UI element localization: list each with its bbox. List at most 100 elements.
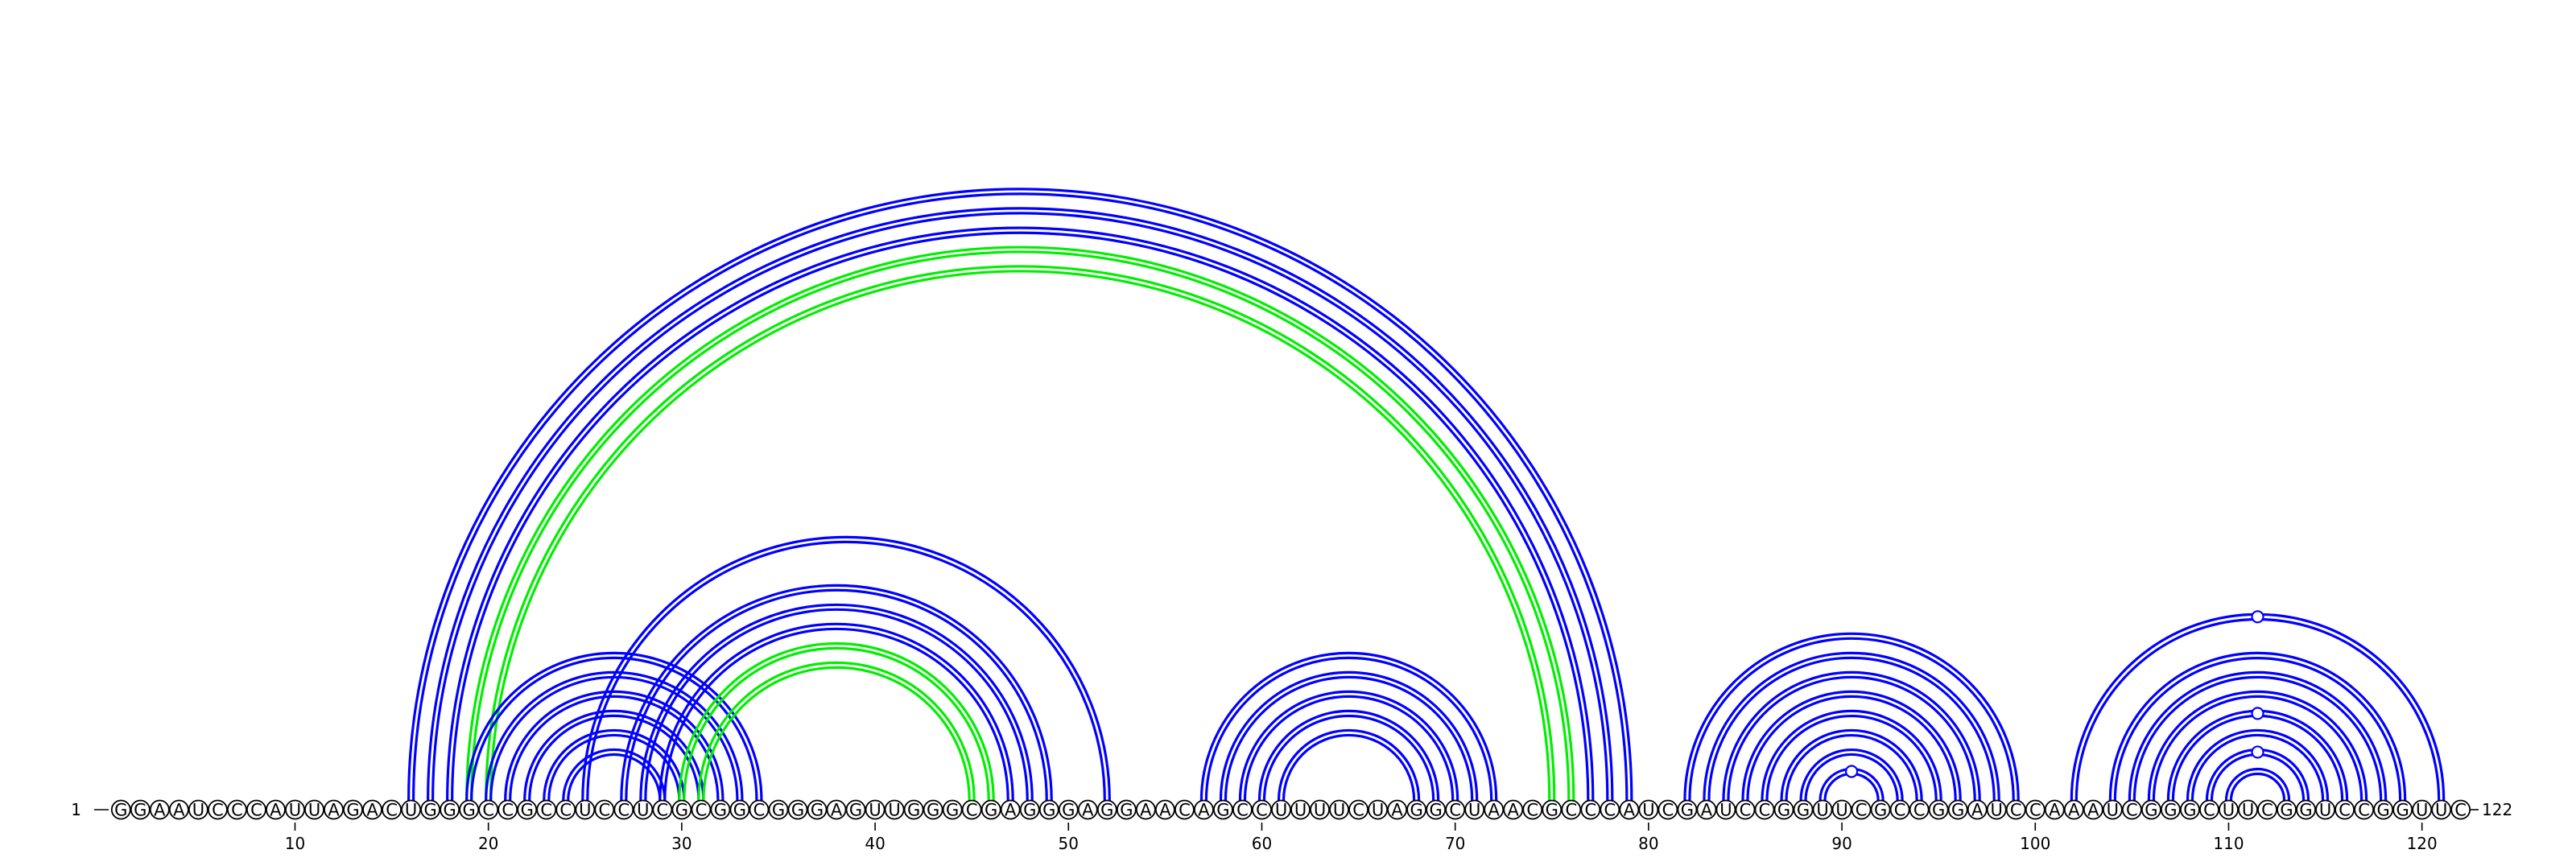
nucleotide-circle (304, 799, 324, 820)
nucleotide: U (285, 799, 305, 820)
pair-arc-line (562, 748, 667, 801)
pair-arc (427, 207, 1614, 801)
nucleotide-letter: U (2416, 801, 2428, 820)
nucleotide-letter: G (675, 801, 688, 820)
nucleotide-circle (2180, 799, 2200, 820)
nucleotide-circle (865, 799, 886, 820)
nucleotide: A (2083, 799, 2103, 820)
nucleotide: C (227, 799, 247, 820)
pair-arc-line (1741, 690, 1962, 801)
nucleotide-circle (1464, 799, 1485, 820)
pair-arc (697, 661, 976, 801)
nucleotide: G (1793, 799, 1814, 820)
pair-arc (658, 622, 1014, 801)
pair-arc (678, 641, 995, 801)
pair-arc-line (427, 207, 1614, 801)
nucleotide-circle (1812, 799, 1833, 820)
nucleotide-circle (1909, 799, 1930, 820)
nucleotide: U (884, 799, 905, 820)
pair-arc-line (1262, 714, 1435, 801)
pair-arc-line (2152, 695, 2363, 801)
nucleotide-letter: G (521, 801, 534, 820)
nucleotide-letter: U (1333, 801, 1345, 820)
nucleotide-circle (1194, 799, 1214, 820)
nucleotide-letter: C (212, 801, 224, 820)
nucleotide-letter: C (657, 801, 669, 820)
nucleotide: U (1310, 799, 1330, 820)
pair-arc-line (1727, 675, 1976, 801)
nucleotide-circle (1793, 799, 1814, 820)
tick-label: 10 (285, 834, 305, 853)
nucleotide: U (2219, 799, 2239, 820)
nucleotide-letter: G (2280, 801, 2293, 820)
nucleotide-circle (1154, 799, 1175, 820)
nucleotide: C (1252, 799, 1272, 820)
nucleotide-letter: G (733, 801, 746, 820)
tick-label: 110 (2213, 834, 2244, 853)
nucleotide: C (1735, 799, 1756, 820)
nucleotide-letter: G (1546, 801, 1558, 820)
pair-arc-line (1804, 753, 1899, 801)
nucleotide-circle (246, 799, 266, 820)
nucleotide: G (768, 799, 789, 820)
nucleotide: U (1290, 799, 1311, 820)
nucleotide: C (382, 799, 402, 820)
nucleotide-circle (1232, 799, 1253, 820)
nucleotide: U (575, 799, 596, 820)
nucleotide-circle (980, 799, 1001, 820)
nucleotide-circle (961, 799, 982, 820)
pair-arc-line (547, 733, 681, 801)
nucleotide-letter: A (1005, 801, 1017, 820)
nucleotide-circle (2238, 799, 2258, 820)
pair-arc-line (1799, 748, 1904, 801)
nucleotide: G (1096, 799, 1117, 820)
nucleotide: G (110, 799, 131, 820)
nucleotide-circle (1058, 799, 1079, 820)
nucleotide-letter: C (1565, 801, 1577, 820)
nucleotide-circle (1967, 799, 1988, 820)
nucleotide-circle (324, 799, 344, 820)
nucleotide: G (2180, 799, 2200, 820)
nucleotide-circle (2431, 799, 2452, 820)
nucleotide: U (1812, 799, 1833, 820)
nucleotide-letter: C (540, 801, 552, 820)
pair-arc-line (1722, 670, 1981, 801)
nucleotide-letter: G (2396, 801, 2409, 820)
end-label: 122 (2482, 800, 2512, 819)
nucleotide-circle (2277, 799, 2297, 820)
nucleotide: C (1561, 799, 1582, 820)
nucleotide: A (1135, 799, 1156, 820)
nucleotide-circle (266, 799, 286, 820)
nucleotide-circle (497, 799, 518, 820)
nucleotide-circle (227, 799, 247, 820)
nucleotide-letter: C (1894, 801, 1906, 820)
nucleotide-circle (1542, 799, 1563, 820)
pair-arc-line (470, 656, 758, 801)
nucleotide-letter: U (888, 801, 900, 820)
nucleotide: U (1271, 799, 1291, 820)
nucleotide-letter: U (2223, 801, 2235, 820)
nucleotide-letter: G (423, 801, 436, 820)
nucleotide-circle (1561, 799, 1582, 820)
nucleotide-circle (923, 799, 943, 820)
nucleotide-letter: G (443, 801, 456, 820)
pair-arc (1780, 728, 1923, 801)
nucleotide: G (1406, 799, 1427, 820)
nucleotide-letter: C (1740, 801, 1752, 820)
nucleotide: G (903, 799, 924, 820)
nucleotide-letter: G (811, 801, 824, 820)
pair-arc-line (1780, 728, 1923, 801)
nucleotide: C (2334, 799, 2355, 820)
pair-arc-line (1683, 632, 2020, 801)
nucleotide: G (729, 799, 750, 820)
nucleotide: A (362, 799, 382, 820)
nucleotide-letter: U (579, 801, 591, 820)
pair-arc-line (2147, 690, 2368, 801)
nucleotide-letter: G (1932, 801, 1945, 820)
pair-arc-line (1688, 637, 2015, 801)
nucleotide-letter: G (1120, 801, 1133, 820)
tick-label: 60 (1252, 834, 1272, 853)
nucleotide-circle (2257, 799, 2277, 820)
nucleotide-circle (1116, 799, 1137, 820)
tick-label: 80 (1638, 834, 1658, 853)
